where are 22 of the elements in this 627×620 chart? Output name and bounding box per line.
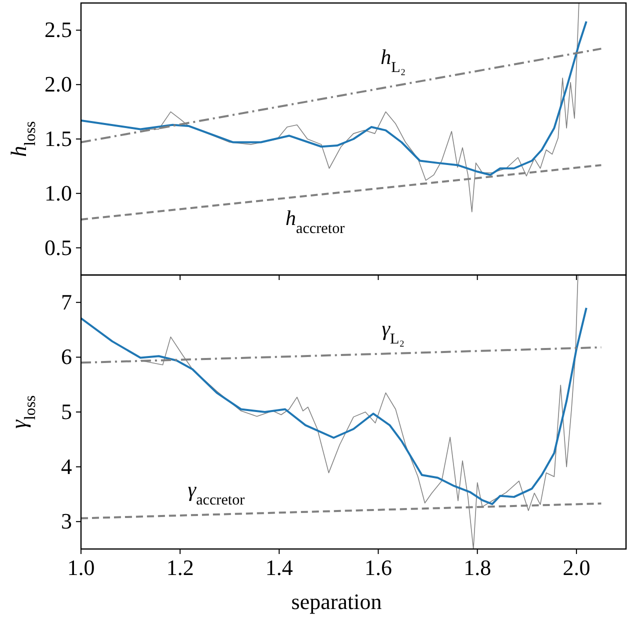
series-label: h$_{L₂}$ xyxy=(380,45,406,76)
x-tick-label: 1.6 xyxy=(364,555,392,580)
y-tick-label: 1.0 xyxy=(44,180,72,206)
y-tick-label: 0.5 xyxy=(44,234,72,260)
y-tick-label: 4 xyxy=(61,454,72,479)
x-axis-title: separation xyxy=(291,589,382,614)
line-series xyxy=(81,20,588,176)
series-label: γ$_{accretor}$ xyxy=(188,477,245,508)
y-tick-label: 1.5 xyxy=(44,126,72,151)
y-tick-label: 2.5 xyxy=(44,17,72,42)
x-tick-label: 2.0 xyxy=(562,555,590,580)
y-tick-label: 3 xyxy=(61,508,72,534)
y-tick-label: 7 xyxy=(61,289,72,314)
y-tick-label: 2.0 xyxy=(44,72,72,97)
series-label: h$_{accretor}$ xyxy=(286,206,345,238)
x-tick-label: 1.4 xyxy=(265,555,293,580)
x-tick-label: 1.8 xyxy=(464,555,492,580)
x-tick-label: 1.2 xyxy=(166,555,194,580)
y-tick-label: 6 xyxy=(61,344,72,370)
line-series xyxy=(81,306,588,506)
series-label: γ$_{L₂}$ xyxy=(382,316,405,348)
y-tick-label: 5 xyxy=(61,399,72,424)
